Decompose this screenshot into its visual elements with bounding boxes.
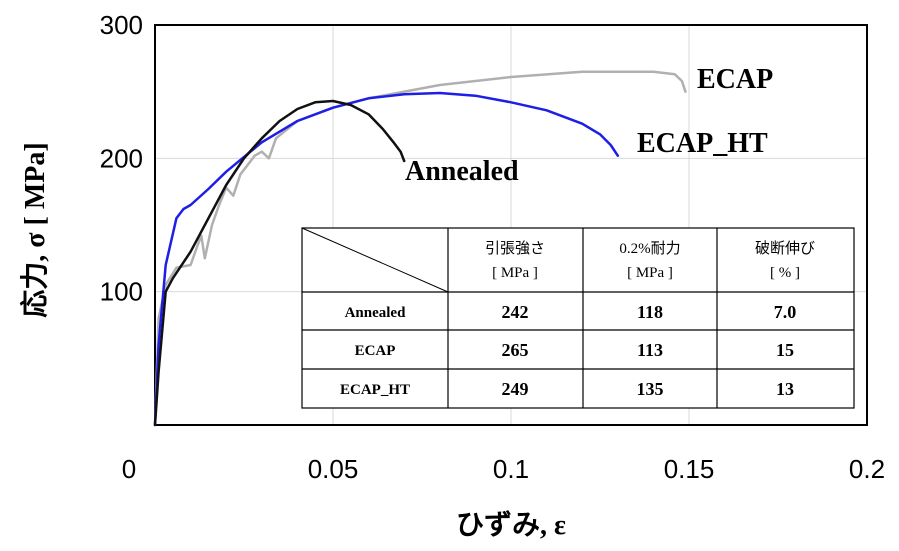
table-cell-ecap-elongation: 15 (776, 340, 794, 360)
series-label-annealed: Annealed (405, 156, 519, 187)
plot-frame (154, 24, 868, 426)
table-header-elongation-unit: [ % ] (770, 265, 800, 281)
x-tick-label: 0.05 (308, 454, 359, 484)
table-header-elongation: 破断伸び (755, 240, 815, 257)
table-row-label-ecap-ht: ECAP_HT (340, 382, 410, 398)
table-row-label-annealed: Annealed (345, 305, 407, 321)
series-label-ecap: ECAP (697, 64, 773, 95)
y-tick-label: 100 (100, 277, 143, 307)
table-cell-annealed-elongation: 7.0 (774, 302, 797, 322)
series-line-ecap (153, 70, 687, 427)
x-tick-label: 0.15 (664, 454, 715, 484)
x-tick-label: 0.1 (493, 454, 529, 484)
x-tick-label: 0 (122, 454, 136, 484)
series-line-annealed (153, 99, 406, 427)
x-tick-label: 0.2 (849, 454, 885, 484)
table-row-label-ecap: ECAP (355, 343, 396, 359)
series-label-ecap-ht: ECAP_HT (637, 128, 768, 159)
table-header-tensile-strength-unit: [ MPa ] (492, 265, 538, 281)
property-table: 引張強さ [ MPa ] 0.2%耐力 [ MPa ] 破断伸び [ % ] A… (301, 227, 855, 409)
table-cell-ecap-ht-elongation: 13 (776, 379, 794, 399)
table-cell-ecap-ht-proof: 135 (637, 379, 664, 399)
series-line-ecap-ht (153, 91, 620, 427)
y-tick-labels: 100 200 300 (100, 10, 143, 307)
y-tick-label: 200 (100, 143, 143, 173)
table-header-proof-stress: 0.2%耐力 (619, 240, 680, 257)
x-axis-title: ひずみ, ε (456, 509, 566, 541)
table-cell-ecap-tensile: 265 (502, 340, 529, 360)
table-cell-annealed-tensile: 242 (502, 302, 529, 322)
y-tick-label: 300 (100, 10, 143, 40)
table-cell-annealed-proof: 118 (637, 302, 663, 322)
table-cell-ecap-proof: 113 (637, 340, 663, 360)
curves (153, 70, 687, 427)
table-header-tensile-strength: 引張強さ (485, 240, 545, 257)
table-cell-ecap-ht-tensile: 249 (502, 379, 529, 399)
y-axis-title: 応力, σ [ MPa] (18, 142, 51, 317)
table-corner-diagonal (301, 227, 449, 293)
table-header-proof-stress-unit: [ MPa ] (627, 265, 673, 281)
x-tick-labels: 0 0.05 0.1 0.15 0.2 (122, 454, 885, 484)
